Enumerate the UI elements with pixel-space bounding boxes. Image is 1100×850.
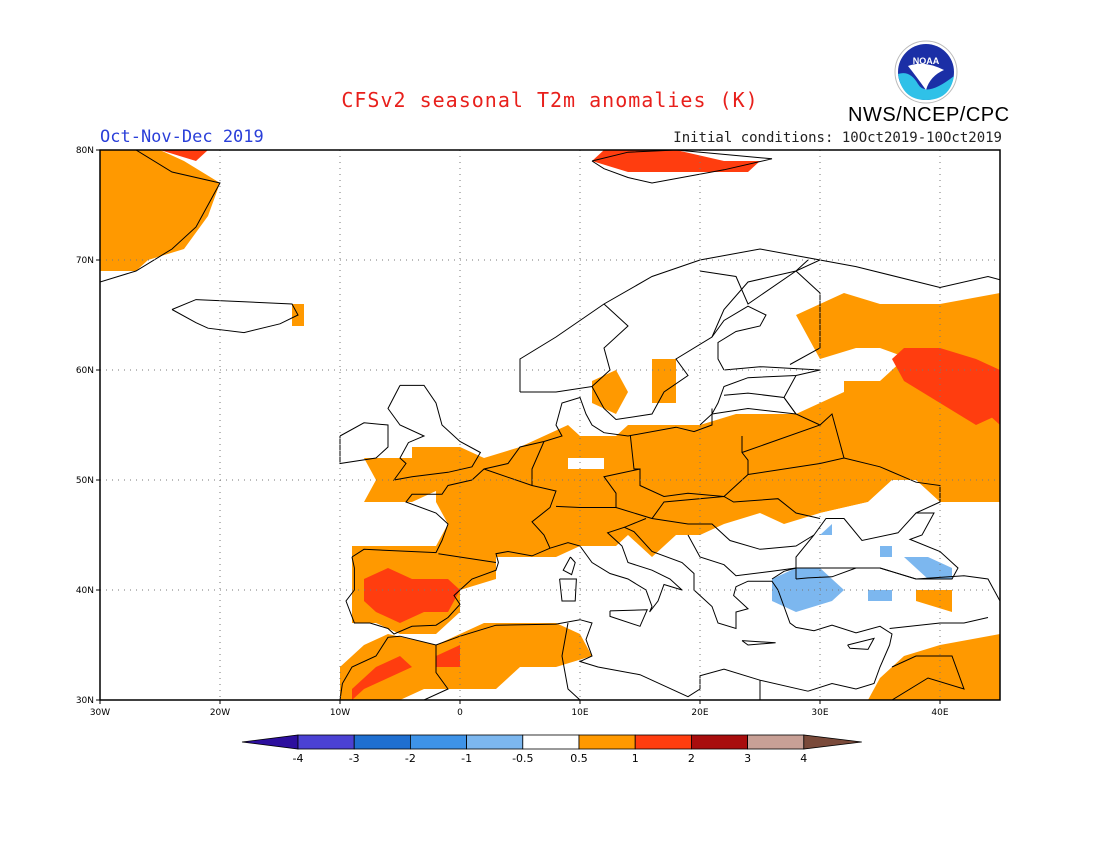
lon-label: 30W: [90, 708, 110, 718]
lon-label: 20E: [691, 708, 708, 718]
legend-label: 4: [800, 752, 807, 765]
legend-label: -1: [461, 752, 472, 765]
legend-swatch: [241, 734, 299, 750]
legend-label: -4: [293, 752, 304, 765]
legend-swatch: [578, 734, 636, 750]
lon-label: 20W: [210, 708, 230, 718]
forecast-period: Oct-Nov-Dec 2019: [100, 127, 264, 147]
anomaly-shading: [100, 150, 1000, 700]
legend-swatch: [409, 734, 467, 750]
legend-swatch: [634, 734, 692, 750]
legend-swatch: [522, 734, 580, 750]
legend-label: 0.5: [570, 752, 588, 765]
legend-swatch: [691, 734, 749, 750]
legend-label: 1: [632, 752, 639, 765]
legend-swatch: [297, 734, 355, 750]
legend-label: -3: [349, 752, 360, 765]
lat-label: 50N: [76, 476, 94, 486]
lat-label: 70N: [76, 256, 94, 266]
lon-label: 30E: [811, 708, 828, 718]
legend-label: -0.5: [512, 752, 533, 765]
lon-label: 0: [457, 708, 463, 718]
initial-conditions: Initial conditions: 10Oct2019-10Oct2019: [673, 130, 1002, 146]
legend-label: 3: [744, 752, 751, 765]
svg-text:NOAA: NOAA: [913, 56, 940, 66]
lat-label: 30N: [76, 696, 94, 706]
lat-label: 60N: [76, 366, 94, 376]
color-legend: -4 -3 -2 -1 -0.5 0.5 1 2 3 4: [241, 734, 862, 765]
lon-label: 40E: [931, 708, 948, 718]
legend-label: 2: [688, 752, 695, 765]
map-frame: [99, 149, 1001, 701]
map-title: CFSv2 seasonal T2m anomalies (K): [341, 88, 759, 112]
lat-label: 40N: [76, 586, 94, 596]
lon-label: 10E: [571, 708, 588, 718]
legend-swatch: [803, 734, 862, 750]
map-axes: 30W 20W 10W 0 10E 20E 30E 40E 80N 70N 60N 50N 40N 30N: [76, 146, 949, 718]
legend-swatch: [747, 734, 805, 750]
agency-label: NWS/NCEP/CPC: [848, 104, 1010, 126]
legend-swatch: [353, 734, 411, 750]
legend-swatch: [466, 734, 524, 750]
lat-label: 80N: [76, 146, 94, 156]
coastlines: [100, 150, 1000, 700]
noaa-logo-icon: NOAA: [894, 40, 958, 104]
lon-label: 10W: [330, 708, 350, 718]
legend-label: -2: [405, 752, 416, 765]
graticule: [100, 150, 1000, 700]
